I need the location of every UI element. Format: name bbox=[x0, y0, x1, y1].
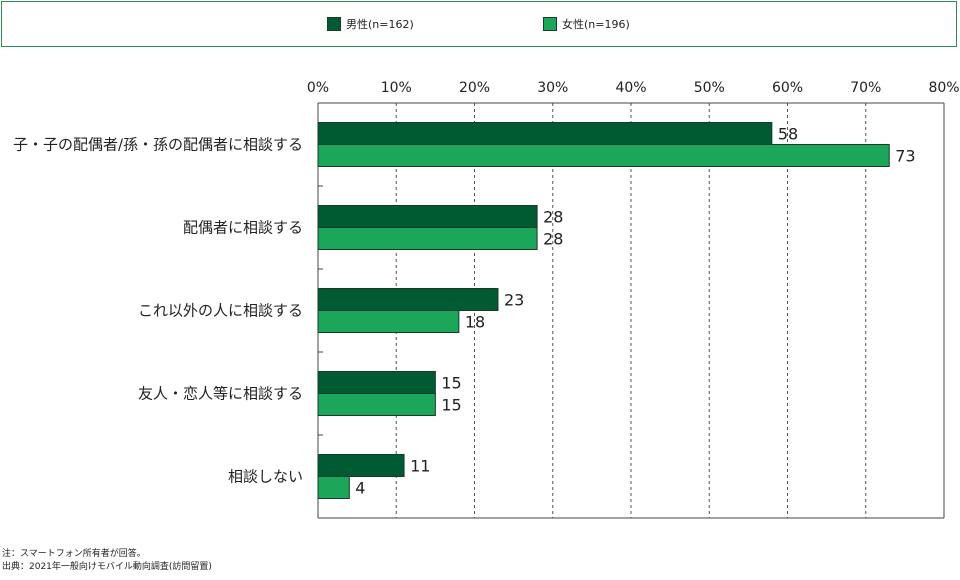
chart-area: 0% 10% 20% 30% 40% 50% 60% 70% 80% 子・子の配偶者/孫・孫の配偶… bbox=[13, 80, 960, 519]
data-label-male: 28 bbox=[543, 208, 563, 227]
data-label-male: 15 bbox=[441, 374, 461, 393]
x-tick-label: 60% bbox=[772, 80, 803, 96]
x-tick-label: 10% bbox=[381, 80, 412, 96]
bar-male bbox=[317, 288, 499, 311]
legend: 男性(n=162) 女性(n=196) bbox=[1, 1, 957, 47]
legend-swatch-female bbox=[543, 17, 557, 31]
data-label-female: 18 bbox=[465, 313, 485, 332]
legend-item-male: 男性(n=162) bbox=[327, 16, 414, 32]
bar-female bbox=[317, 227, 538, 250]
x-tick-label: 70% bbox=[850, 80, 881, 96]
data-label-female: 73 bbox=[895, 147, 915, 166]
category-label: 友人・恋人等に相談する bbox=[138, 385, 303, 403]
legend-label-male: 男性(n=162) bbox=[346, 18, 414, 31]
data-label-male: 11 bbox=[410, 457, 430, 476]
x-tick-label: 30% bbox=[537, 80, 568, 96]
legend-swatch-male bbox=[327, 17, 341, 31]
data-label-female: 4 bbox=[355, 479, 365, 498]
bar-female bbox=[317, 476, 350, 499]
bar-male bbox=[317, 122, 773, 145]
x-tick-label: 40% bbox=[615, 80, 646, 96]
x-tick-label: 80% bbox=[928, 80, 959, 96]
legend-label-female: 女性(n=196) bbox=[562, 18, 630, 31]
data-label-male: 23 bbox=[504, 291, 524, 310]
data-label-female: 15 bbox=[441, 396, 461, 415]
data-label-female: 28 bbox=[543, 230, 563, 249]
category-label: これ以外の人に相談する bbox=[138, 302, 303, 320]
data-label-male: 58 bbox=[778, 125, 798, 144]
footnotes: 注：スマートフォン所有者が回答。 出典：2021年一般向けモバイル動向調査(訪問… bbox=[2, 548, 212, 574]
x-tick-label: 50% bbox=[694, 80, 725, 96]
bar-female bbox=[317, 144, 890, 167]
x-tick-label: 0% bbox=[307, 80, 329, 96]
x-tick-label: 20% bbox=[459, 80, 490, 96]
category-label: 相談しない bbox=[228, 468, 303, 486]
bar-female bbox=[317, 393, 436, 416]
legend-item-female: 女性(n=196) bbox=[543, 16, 630, 32]
note-line: 注：スマートフォン所有者が回答。 bbox=[2, 549, 146, 559]
bar-male bbox=[317, 371, 436, 394]
category-label: 子・子の配偶者/孫・孫の配偶者に相談する bbox=[13, 136, 303, 154]
bar-male bbox=[317, 454, 405, 477]
bar-female bbox=[317, 310, 460, 333]
bar-male bbox=[317, 205, 538, 228]
source-line: 出典：2021年一般向けモバイル動向調査(訪問留置) bbox=[2, 562, 212, 572]
category-label: 配偶者に相談する bbox=[183, 219, 303, 237]
